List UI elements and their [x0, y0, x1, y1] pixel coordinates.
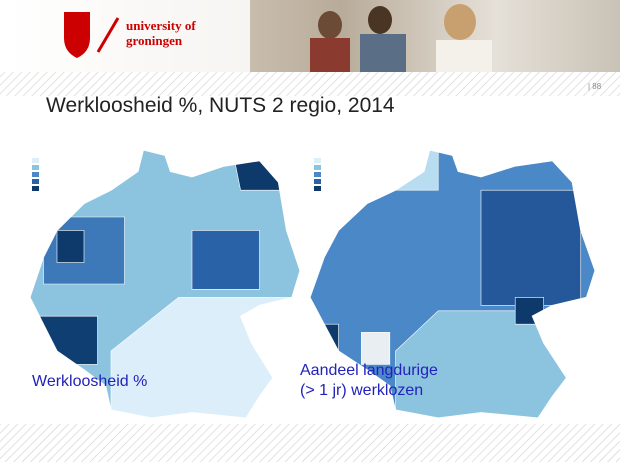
legend-swatch — [32, 165, 39, 170]
map-region — [480, 189, 582, 306]
map-region — [360, 331, 391, 365]
map-label: Werkloosheid % — [32, 373, 147, 390]
slide-title: Werkloosheid %, NUTS 2 regio, 2014 — [46, 94, 395, 117]
hatch-band — [0, 72, 620, 96]
legend-swatch — [314, 186, 321, 191]
legend-swatch — [314, 172, 321, 177]
map-region — [191, 230, 260, 290]
map-region — [56, 230, 85, 263]
map-label: Aandeel langdurige — [300, 362, 438, 379]
legend-swatch — [32, 172, 39, 177]
slide-number: | 88 — [588, 82, 602, 91]
photo-people — [310, 4, 492, 72]
legend-swatch — [314, 165, 321, 170]
legend-swatch — [32, 186, 39, 191]
header-fade — [0, 0, 250, 72]
map-label: (> 1 jr) werklozen — [300, 382, 423, 399]
map-outline — [29, 149, 301, 419]
logo-text: groningen — [126, 33, 183, 48]
legend-swatch — [314, 158, 321, 163]
logo-text: university of — [126, 18, 196, 33]
map-outline — [309, 149, 596, 419]
hatch-band — [0, 424, 620, 462]
legend-swatch — [32, 158, 39, 163]
legend-swatch — [32, 179, 39, 184]
logo: university of groningen — [64, 12, 196, 58]
legend-swatch — [314, 179, 321, 184]
